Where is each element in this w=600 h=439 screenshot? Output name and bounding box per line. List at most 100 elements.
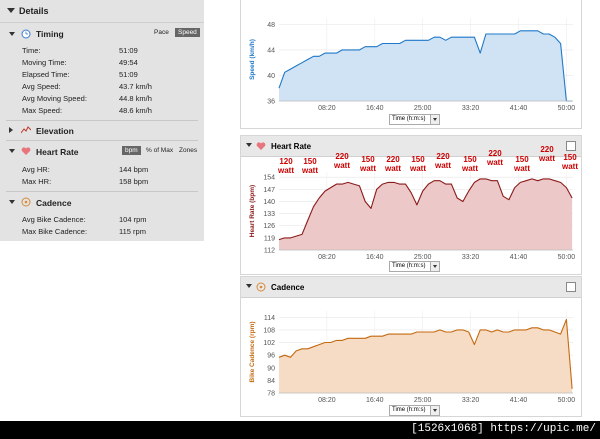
avg-speed-label: Avg Speed:: [22, 82, 61, 91]
hr-y-tick-label: 154: [263, 175, 275, 182]
watt-annotation: 150 watt: [360, 155, 376, 173]
watt-annotation: 220 watt: [385, 155, 401, 173]
watt-annotation: 150 watt: [562, 153, 578, 171]
cadence-time-select-label: Time (h:m:s): [392, 407, 426, 413]
expand-icon[interactable]: [566, 282, 576, 292]
speed-area: [279, 30, 573, 101]
cadence-y-tick-label: 108: [263, 327, 275, 334]
cadence-collapse-icon[interactable]: [9, 200, 15, 204]
cadence-chart[interactable]: 78 84 90 96 102 108 114 08:20 16:40 25:00 33:20 41:…: [241, 297, 581, 403]
hr-y-tick-label: 126: [263, 223, 275, 230]
section-divider: [6, 120, 198, 121]
avg-cadence-label: Avg Bike Cadence:: [22, 215, 86, 224]
avg-moving-speed-label: Avg Moving Speed:: [22, 94, 87, 103]
speed-series-line: [278, 30, 573, 102]
elevation-icon: [21, 126, 31, 134]
hr-y-tick-label: 133: [263, 211, 275, 218]
moving-time-value: 49:54: [119, 58, 138, 67]
cadence-x-tick-label: 50:00: [558, 397, 576, 403]
heart-rate-collapse-icon[interactable]: [9, 149, 15, 153]
hr-time-select[interactable]: Time (h:m:s): [389, 261, 440, 272]
max-hr-value: 158 bpm: [119, 177, 149, 186]
time-value: 51:09: [119, 46, 138, 55]
timing-collapse-icon[interactable]: [9, 32, 15, 36]
details-title: Details: [19, 6, 49, 16]
cadence-time-select[interactable]: Time (h:m:s): [389, 405, 440, 416]
time-label: Time:: [22, 46, 41, 55]
hr-series-line: [278, 178, 573, 241]
speed-panel: 36 40 44 48 08:20 16:40 25:00 33:20 41:40 50:00 Sp…: [240, 0, 582, 129]
details-header[interactable]: Details: [0, 0, 204, 23]
chevron-down-icon: [430, 262, 439, 271]
elapsed-time-label: Elapsed Time:: [22, 70, 70, 79]
timing-title: Timing: [36, 29, 64, 39]
max-cadence-label: Max Bike Cadence:: [22, 227, 88, 236]
cadence-x-tick-label: 41:40: [510, 397, 528, 403]
app-page: Details Timing Pace Speed Time: 51:09 Mo…: [0, 0, 600, 421]
zones-toggle[interactable]: Zones: [179, 147, 198, 154]
cadence-y-axis-label: Bike Cadence (rpm): [249, 321, 256, 382]
collapse-triangle-icon[interactable]: [246, 143, 252, 147]
speed-x-tick-label: 41:40: [510, 105, 528, 110]
watt-annotation: 150 watt: [514, 155, 530, 173]
cadence-y-tick-label: 78: [267, 391, 275, 398]
cadence-panel-header[interactable]: Cadence: [241, 277, 581, 298]
avg-cadence-value: 104 rpm: [119, 215, 147, 224]
hr-x-tick-label: 16:40: [366, 254, 384, 260]
hr-x-tick-label: 25:00: [414, 254, 432, 260]
collapse-triangle-icon[interactable]: [246, 284, 252, 288]
heart-rate-chart[interactable]: 112 119 126 133 140 147 154 08:20 16:40 25:00 33:2…: [241, 156, 581, 260]
hr-area: [279, 178, 573, 250]
moving-time-label: Moving Time:: [22, 58, 67, 67]
speed-y-tick-label: 40: [267, 73, 275, 80]
cadence-x-tick-label: 08:20: [318, 397, 336, 403]
expand-icon[interactable]: [566, 141, 576, 151]
heart-rate-panel-header[interactable]: Heart Rate: [241, 136, 581, 157]
cadence-x-tick-label: 25:00: [414, 397, 432, 403]
details-sidebar: Details Timing Pace Speed Time: 51:09 Mo…: [0, 0, 204, 241]
elevation-title: Elevation: [36, 126, 74, 136]
elevation-expand-icon[interactable]: [9, 127, 13, 133]
max-speed-label: Max Speed:: [22, 106, 63, 115]
elapsed-time-value: 51:09: [119, 70, 138, 79]
speed-time-select-label: Time (h:m:s): [392, 116, 426, 122]
speed-time-select[interactable]: Time (h:m:s): [389, 114, 440, 125]
heart-rate-title: Heart Rate: [36, 147, 79, 157]
heart-rate-panel: Heart Rate 112 119 126 133 140 147 154 08:20 16:…: [240, 135, 582, 275]
cadence-y-tick-label: 114: [264, 315, 275, 322]
avg-hr-label: Avg HR:: [22, 165, 50, 174]
speed-toggle[interactable]: Speed: [175, 28, 200, 37]
cadence-icon: [256, 282, 266, 292]
max-hr-label: Max HR:: [22, 177, 52, 186]
pace-toggle[interactable]: Pace: [154, 29, 169, 36]
bpm-toggle[interactable]: bpm: [122, 146, 141, 155]
watt-annotation: 220 watt: [539, 145, 555, 163]
avg-speed-value: 43.7 km/h: [119, 82, 152, 91]
hr-y-tick-label: 147: [263, 187, 275, 194]
hr-y-tick-label: 112: [264, 248, 275, 255]
hr-x-tick-label: 50:00: [558, 254, 576, 260]
speed-x-tick-label: 50:00: [558, 105, 576, 110]
watt-annotation: 220 watt: [334, 152, 350, 170]
cadence-panel: Cadence 78 84 90 96 102 108 114 08:20 16:40 25:00…: [240, 276, 582, 417]
clock-icon: [21, 29, 31, 39]
cadence-x-tick-label: 16:40: [366, 397, 384, 403]
cadence-area: [279, 319, 573, 393]
speed-y-tick-label: 48: [267, 22, 275, 29]
avg-hr-value: 144 bpm: [119, 165, 149, 174]
cadence-x-tick-label: 33:20: [462, 397, 480, 403]
chevron-down-icon: [430, 406, 439, 415]
avg-moving-speed-value: 44.8 km/h: [119, 94, 152, 103]
hr-y-axis-label: Heart Rate (bpm): [249, 185, 256, 237]
collapse-triangle-icon[interactable]: [7, 8, 15, 13]
cadence-title: Cadence: [36, 198, 72, 208]
speed-chart[interactable]: 36 40 44 48 08:20 16:40 25:00 33:20 41:40 50:00 Sp…: [241, 0, 581, 110]
cadence-panel-title: Cadence: [271, 283, 305, 292]
percent-max-toggle[interactable]: % of Max: [146, 147, 174, 154]
max-speed-value: 48.6 km/h: [119, 106, 152, 115]
heart-rate-panel-title: Heart Rate: [271, 142, 312, 151]
cadence-y-tick-label: 102: [263, 340, 275, 347]
heart-icon: [21, 147, 31, 155]
cadence-y-tick-label: 90: [267, 365, 275, 372]
speed-x-tick-label: 33:20: [462, 105, 480, 110]
